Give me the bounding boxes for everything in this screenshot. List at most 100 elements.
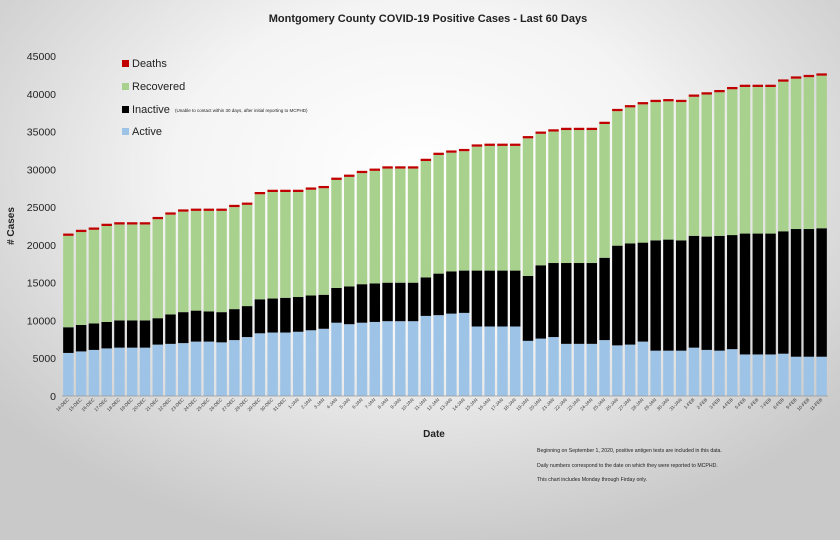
bar-deaths-19-jan xyxy=(522,136,534,139)
y-tick-label: 30000 xyxy=(27,164,56,176)
x-tick-label: 4-JAN xyxy=(326,397,339,410)
bar-recovered-20-dec xyxy=(139,224,151,321)
x-tick-label: 28-JAN xyxy=(630,397,644,411)
bar-recovered-15-dec xyxy=(75,232,87,325)
bar-active-2-feb xyxy=(701,349,712,396)
bar-deaths-21-dec xyxy=(152,216,163,220)
bar-deaths-11-feb xyxy=(816,73,827,76)
bar-active-29-jan xyxy=(650,350,661,396)
bar-deaths-30-jan xyxy=(663,99,674,102)
footnote-3: This chart includes Monday through Firda… xyxy=(537,477,647,483)
bar-inactive-9-feb xyxy=(790,229,802,357)
bar-active-13-jan xyxy=(446,313,457,396)
x-tick-label: 4-FEB xyxy=(721,397,734,410)
bar-recovered-21-dec xyxy=(152,219,163,319)
bar-deaths-4-jan xyxy=(331,177,342,180)
x-tick-label: 17-JAN xyxy=(490,397,504,411)
bar-recovered-3-feb xyxy=(714,92,725,236)
bar-active-7-feb xyxy=(765,354,776,396)
bar-inactive-1-feb xyxy=(688,235,700,348)
bar-active-9-feb xyxy=(790,356,802,396)
x-tick-label: 25-JAN xyxy=(592,397,606,411)
bar-recovered-17-dec xyxy=(101,226,112,322)
bar-recovered-8-jan xyxy=(382,168,393,283)
bar-deaths-1-feb xyxy=(688,94,700,97)
bar-deaths-22-jan xyxy=(561,127,572,131)
bar-deaths-1-jan xyxy=(292,189,304,192)
bar-inactive-25-dec xyxy=(203,311,215,342)
bar-recovered-14-jan xyxy=(458,151,470,271)
x-tick-label: 21-JAN xyxy=(541,397,555,411)
bar-deaths-18-jan xyxy=(509,143,521,146)
bar-recovered-2-feb xyxy=(701,94,712,237)
bar-recovered-28-jan xyxy=(637,104,649,243)
chart-title: Montgomery County COVID-19 Positive Case… xyxy=(269,13,587,25)
bar-active-1-jan xyxy=(292,331,304,396)
bar-deaths-3-feb xyxy=(714,90,725,93)
bar-active-24-jan xyxy=(586,343,598,396)
bar-active-6-jan xyxy=(356,322,368,396)
bar-active-30-jan xyxy=(663,350,674,396)
bar-active-14-dec xyxy=(63,352,74,396)
bar-inactive-30-jan xyxy=(663,239,674,351)
x-tick-label: 11-FEB xyxy=(809,397,823,411)
bar-recovered-9-jan xyxy=(395,168,406,283)
bar-active-23-dec xyxy=(178,343,189,396)
bar-recovered-31-dec xyxy=(280,192,291,298)
bar-recovered-14-dec xyxy=(63,235,74,328)
bar-active-26-dec xyxy=(216,342,227,396)
bar-deaths-6-feb xyxy=(752,84,764,87)
bar-active-16-jan xyxy=(484,326,495,396)
bar-inactive-23-jan xyxy=(573,263,585,344)
x-tick-label: 22-JAN xyxy=(554,397,568,411)
legend-label-deaths: Deaths xyxy=(132,58,167,70)
bar-inactive-20-jan xyxy=(535,265,546,339)
y-axis-label: # Cases xyxy=(6,207,17,245)
bar-recovered-27-dec xyxy=(229,207,240,310)
legend-label-inactive: Inactive xyxy=(132,104,170,116)
bar-active-7-jan xyxy=(369,321,381,396)
bar-inactive-28-jan xyxy=(637,242,649,342)
bar-inactive-29-jan xyxy=(650,240,661,351)
bar-deaths-23-dec xyxy=(178,209,189,212)
bar-recovered-22-dec xyxy=(165,214,176,315)
bar-recovered-4-jan xyxy=(331,179,342,288)
bar-recovered-7-feb xyxy=(765,86,776,234)
bar-inactive-4-jan xyxy=(331,287,342,323)
bar-active-31-dec xyxy=(280,332,291,396)
bar-inactive-8-feb xyxy=(778,231,789,354)
bar-deaths-27-jan xyxy=(624,105,636,108)
bar-recovered-6-feb xyxy=(752,86,764,234)
bar-active-20-jan xyxy=(535,338,546,396)
bar-recovered-29-dec xyxy=(254,194,266,300)
x-tick-label: 29-JAN xyxy=(643,397,657,411)
bar-deaths-24-dec xyxy=(190,208,202,211)
bar-recovered-1-feb xyxy=(688,96,700,236)
bar-inactive-4-feb xyxy=(727,235,738,350)
bar-recovered-9-feb xyxy=(790,78,802,230)
bar-inactive-15-jan xyxy=(471,270,483,327)
bar-recovered-26-jan xyxy=(612,111,623,246)
bar-inactive-15-dec xyxy=(75,324,87,352)
bar-recovered-12-jan xyxy=(433,154,444,274)
bar-deaths-13-jan xyxy=(446,150,457,153)
bar-deaths-7-feb xyxy=(765,84,776,87)
bar-recovered-29-jan xyxy=(650,102,661,241)
bar-inactive-2-jan xyxy=(305,295,317,331)
bar-active-28-dec xyxy=(241,337,253,396)
bar-inactive-26-dec xyxy=(216,312,227,343)
bar-inactive-7-jan xyxy=(369,283,381,322)
bar-active-20-dec xyxy=(139,347,151,396)
bar-deaths-30-dec xyxy=(267,189,278,192)
y-tick-label: 5000 xyxy=(33,353,57,365)
y-tick-label: 20000 xyxy=(27,240,56,252)
x-axis-label: Date xyxy=(423,429,445,440)
bar-recovered-24-jan xyxy=(586,130,598,264)
bar-recovered-16-jan xyxy=(484,145,495,271)
bar-inactive-29-dec xyxy=(254,299,266,334)
bar-deaths-15-dec xyxy=(75,229,87,233)
bar-inactive-21-jan xyxy=(548,263,559,338)
x-tick-label: 24-JAN xyxy=(579,397,593,411)
bar-inactive-11-feb xyxy=(816,228,827,357)
